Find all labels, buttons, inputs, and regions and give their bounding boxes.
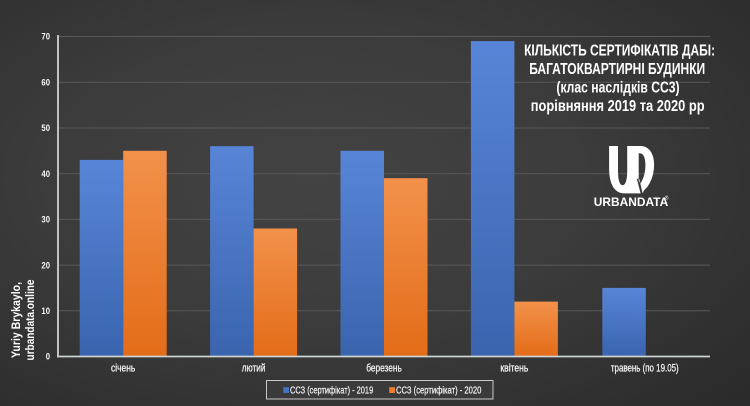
svg-text:10: 10 bbox=[41, 306, 50, 316]
svg-text:ССЗ (сертифікат) - 2019: ССЗ (сертифікат) - 2019 bbox=[290, 385, 373, 397]
svg-text:(клас наслідків СС3): (клас наслідків СС3) bbox=[556, 80, 679, 97]
svg-text:70: 70 bbox=[41, 32, 50, 42]
svg-text:лютий: лютий bbox=[242, 363, 266, 375]
svg-text:40: 40 bbox=[41, 169, 50, 179]
svg-text:ССЗ (сертифікат) - 2020: ССЗ (сертифікат) - 2020 bbox=[396, 385, 482, 397]
svg-text:URBANDATA: URBANDATA bbox=[594, 195, 669, 209]
svg-text:®: ® bbox=[665, 195, 669, 202]
svg-text:порівняння 2019 та 2020 рр: порівняння 2019 та 2020 рр bbox=[531, 98, 705, 115]
svg-text:50: 50 bbox=[41, 123, 50, 133]
svg-text:30: 30 bbox=[41, 215, 50, 225]
svg-text:квітень: квітень bbox=[500, 363, 528, 375]
svg-text:КІЛЬКІСТЬ СЕРТИФІКАТІВ ДАБІ:: КІЛЬКІСТЬ СЕРТИФІКАТІВ ДАБІ: bbox=[524, 43, 715, 60]
svg-text:0: 0 bbox=[46, 352, 50, 362]
svg-text:20: 20 bbox=[41, 260, 50, 270]
svg-text:травень (по 19.05): травень (по 19.05) bbox=[611, 363, 679, 375]
svg-text:січень: січень bbox=[111, 363, 135, 375]
svg-text:urbandata.online: urbandata.online bbox=[25, 280, 37, 361]
svg-text:60: 60 bbox=[41, 77, 50, 87]
svg-text:березень: березень bbox=[366, 363, 402, 375]
svg-text:Yuriy Brykaylo,: Yuriy Brykaylo, bbox=[11, 282, 23, 358]
svg-text:БАГАТОКВАРТИРНІ БУДИНКИ: БАГАТОКВАРТИРНІ БУДИНКИ bbox=[529, 61, 705, 78]
